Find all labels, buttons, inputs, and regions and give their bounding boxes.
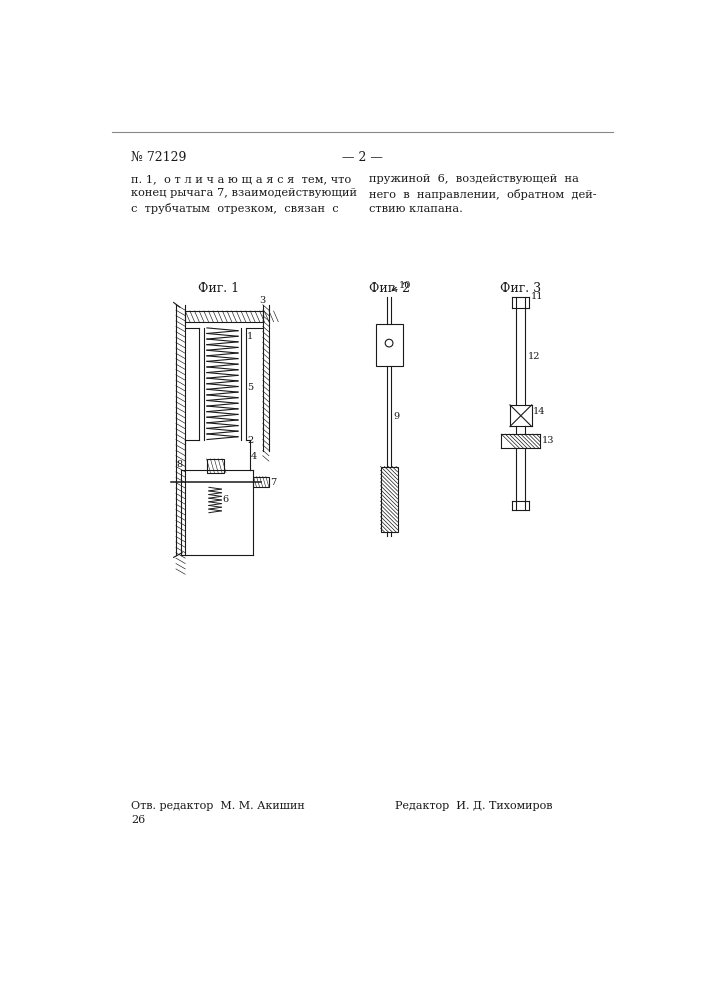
Text: 8: 8 xyxy=(176,460,182,469)
Text: — 2 —: — 2 — xyxy=(341,151,382,164)
Bar xyxy=(375,324,403,366)
Text: 5: 5 xyxy=(247,382,253,391)
Text: 1: 1 xyxy=(247,332,254,341)
Bar xyxy=(206,459,223,473)
Text: Редактор  И. Д. Тихомиров: Редактор И. Д. Тихомиров xyxy=(395,801,552,811)
Text: 4: 4 xyxy=(251,452,257,461)
Text: 9: 9 xyxy=(393,412,399,421)
Text: 14: 14 xyxy=(533,407,546,416)
Text: 12: 12 xyxy=(528,352,540,361)
Text: 10: 10 xyxy=(399,281,411,290)
Text: 7: 7 xyxy=(270,478,276,487)
Text: Фиг. 3: Фиг. 3 xyxy=(501,282,542,295)
Bar xyxy=(253,477,269,487)
Text: 2: 2 xyxy=(247,436,254,445)
Text: 13: 13 xyxy=(542,436,554,445)
Text: п. 1,  о т л и ч а ю щ а я с я  тем, что
конец рычага 7, взаимодействующий
с  тр: п. 1, о т л и ч а ю щ а я с я тем, что к… xyxy=(131,174,357,214)
Text: Отв. редактор  М. М. Акишин
26: Отв. редактор М. М. Акишин 26 xyxy=(131,801,305,825)
Text: Фиг. 1: Фиг. 1 xyxy=(198,282,239,295)
Text: Фиг. 2: Фиг. 2 xyxy=(368,282,409,295)
Text: № 72129: № 72129 xyxy=(131,151,187,164)
Text: 3: 3 xyxy=(259,296,265,305)
Circle shape xyxy=(385,339,393,347)
Text: 6: 6 xyxy=(223,495,229,504)
Text: 11: 11 xyxy=(531,292,544,301)
Bar xyxy=(380,466,397,532)
Text: пружиной  6,  воздействующей  на
него  в  направлении,  обратном  дей-
ствию кла: пружиной 6, воздействующей на него в нап… xyxy=(369,174,597,214)
